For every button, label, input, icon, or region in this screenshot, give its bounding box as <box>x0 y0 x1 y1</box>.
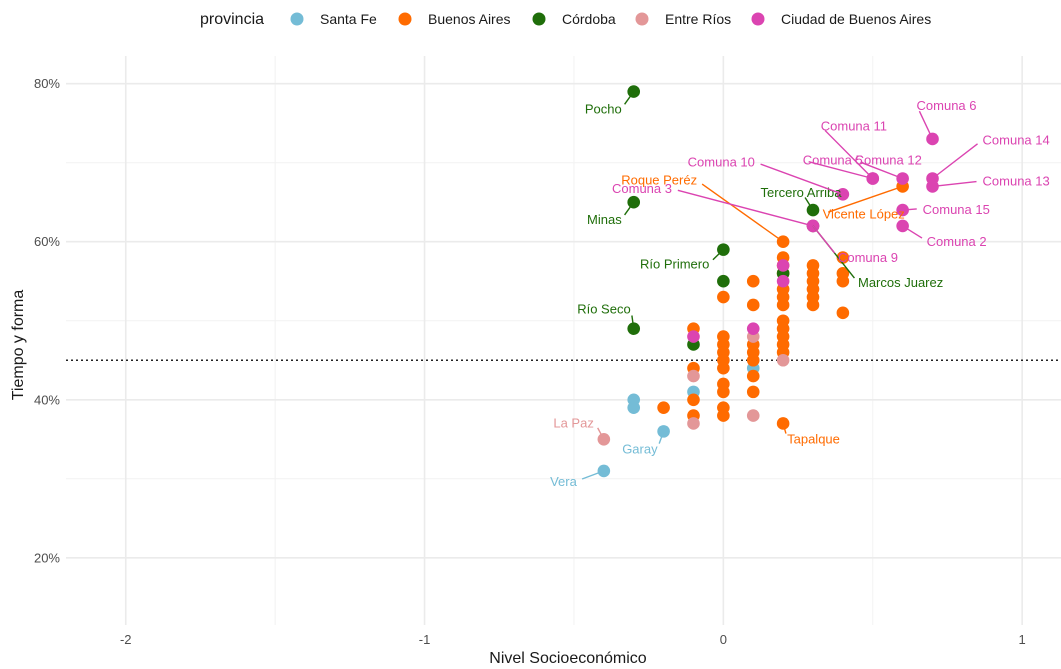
label-leader-line <box>677 189 814 227</box>
data-point <box>687 393 700 407</box>
label-leader-line <box>624 91 635 105</box>
point-label: Río Primero <box>640 257 709 272</box>
x-tick-label: -2 <box>120 632 132 647</box>
label-leader-line <box>624 201 635 216</box>
tick-labels: -2 -1 0 1 20% 40% 60% 80% <box>34 76 1026 647</box>
label-leader-line <box>824 130 874 179</box>
legend-key <box>635 12 649 26</box>
label-leader-line <box>902 225 923 239</box>
data-point <box>746 353 760 367</box>
point-label: Comuna 2 <box>927 234 987 249</box>
point-label: Tapalque <box>787 431 840 446</box>
legend-key <box>751 12 765 26</box>
point-label: Tercero Arriba <box>761 185 843 200</box>
data-point <box>717 290 730 304</box>
legend-label: Ciudad de Buenos Aires <box>781 11 931 27</box>
label-leader-line <box>827 185 903 213</box>
point-label: Comuna 15 <box>923 202 990 217</box>
y-tick-label: 80% <box>34 76 60 91</box>
label-leader-line <box>597 427 605 440</box>
point-label: Comuna 6 <box>917 98 977 113</box>
legend-key <box>398 12 412 26</box>
point-label: Comuna 11 <box>821 118 887 133</box>
legend-label: Santa Fe <box>320 11 377 27</box>
x-tick-label: -1 <box>419 632 431 647</box>
label-leader-line <box>932 180 977 188</box>
data-point <box>746 274 760 288</box>
label-leader-line <box>808 160 873 180</box>
point-label: Comuna 3 <box>612 181 672 196</box>
grid <box>66 56 1061 625</box>
label-leader-line <box>804 197 814 211</box>
data-point <box>806 298 820 312</box>
data-point <box>776 259 790 272</box>
point-label: Vera <box>550 474 578 489</box>
legend-title: provincia <box>200 11 264 28</box>
data-point <box>687 369 700 383</box>
data-point <box>687 417 700 430</box>
data-point <box>717 274 730 288</box>
label-leader-line <box>902 208 917 211</box>
y-tick-label: 20% <box>34 550 60 565</box>
point-label: Río Seco <box>577 302 630 317</box>
data-point <box>836 274 850 288</box>
legend-key <box>532 12 546 26</box>
y-tick-label: 60% <box>34 234 60 249</box>
point-label: Comuna 10 <box>688 154 755 169</box>
y-tick-label: 40% <box>34 392 60 407</box>
point-label: Comuna 9 <box>838 250 898 265</box>
legend: provincia Santa Fe Buenos Aires Córdoba Ent… <box>200 11 931 28</box>
data-point <box>746 409 760 422</box>
point-label: Vicente López <box>823 206 905 221</box>
label-leader-line <box>782 423 787 434</box>
label-leader-line <box>918 110 934 140</box>
data-point <box>746 369 760 383</box>
point-label: Comuna 13 <box>983 173 1050 188</box>
data-point <box>746 322 760 335</box>
data-point <box>746 385 760 399</box>
data-point <box>746 298 760 312</box>
point-label: Comuna 12 <box>855 152 922 167</box>
label-leader-line <box>631 315 635 329</box>
point-label: Pocho <box>585 102 622 117</box>
legend-label: Córdoba <box>562 11 616 27</box>
y-axis-title: Tiempo y forma <box>10 290 27 401</box>
point-label: Comuna 14 <box>983 132 1050 147</box>
point-label: Comuna 5 <box>803 152 863 167</box>
label-leader-line <box>581 470 605 480</box>
point-label: Marcos Juarez <box>858 275 943 290</box>
legend-label: Entre Ríos <box>665 11 731 27</box>
legend-label: Buenos Aires <box>428 11 511 27</box>
data-point <box>717 385 730 399</box>
x-axis-title: Nivel Socioeconómico <box>489 650 647 667</box>
label-leader-line <box>760 163 844 195</box>
data-point <box>627 322 641 335</box>
data-point <box>717 409 730 422</box>
data-point <box>717 361 730 375</box>
point-label: Garay <box>622 441 658 456</box>
point-label: Minas <box>587 212 622 227</box>
x-tick-label: 1 <box>1019 632 1026 647</box>
data-point <box>627 401 641 414</box>
label-leader-line <box>658 431 665 444</box>
labels-layer: Vera Garay Roque Peréz Tapalque Vicente Lópe… <box>550 91 1050 489</box>
x-tick-label: 0 <box>720 632 727 647</box>
point-label: La Paz <box>553 415 593 430</box>
point-label: Roque Peréz <box>621 173 697 188</box>
label-leader-line <box>701 183 784 243</box>
legend-key <box>290 12 304 26</box>
data-point <box>776 298 790 312</box>
label-leader-line <box>860 161 903 180</box>
data-point <box>776 353 790 367</box>
label-leader-line <box>712 249 724 261</box>
data-point <box>776 274 790 288</box>
data-point <box>836 306 850 320</box>
data-point <box>687 330 700 343</box>
data-point <box>657 401 670 414</box>
label-leader-line <box>932 143 978 180</box>
label-leader-line <box>812 225 836 254</box>
